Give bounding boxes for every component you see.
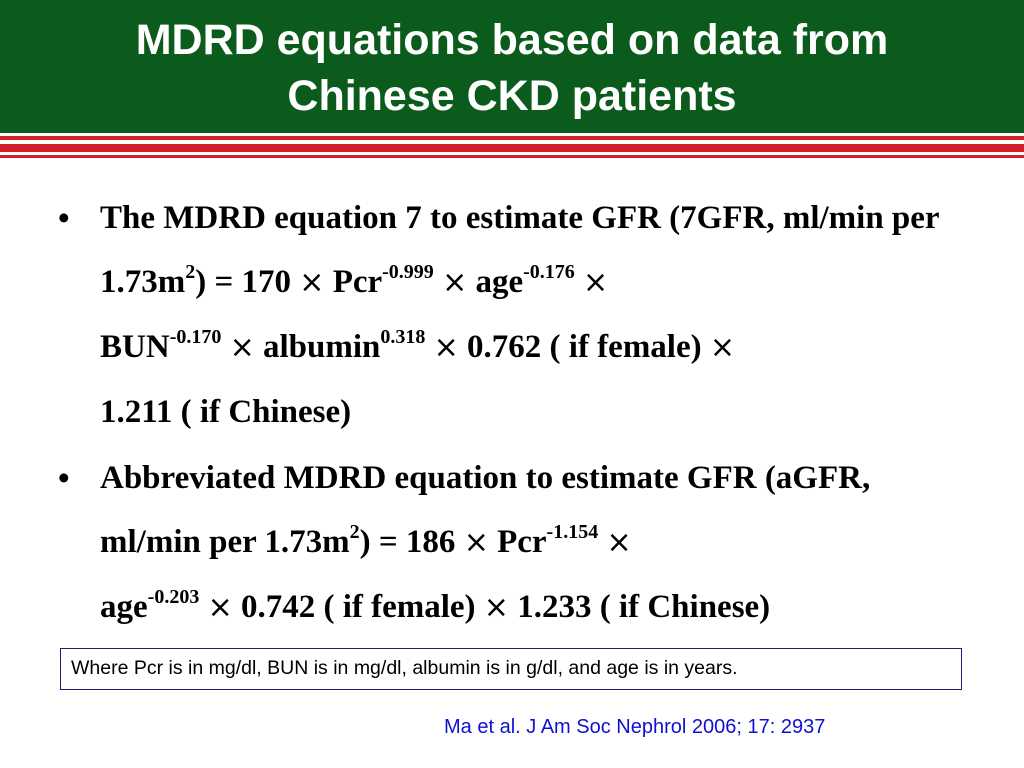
- equation-text: Pcr: [488, 524, 547, 560]
- bullet-icon: •: [58, 459, 70, 496]
- equation-text: 1.211 ( if Chinese): [100, 394, 352, 430]
- equation-text: ) = 186: [359, 524, 464, 560]
- multiply-icon: ×: [442, 265, 468, 300]
- equation-text: 0.762 ( if female): [458, 329, 710, 365]
- superscript: 2: [349, 521, 360, 543]
- equation-text: Pcr: [324, 264, 383, 300]
- slide-title: MDRD equations based on data from Chines…: [0, 12, 1024, 124]
- equation-text: age: [100, 589, 148, 625]
- units-note-box: Where Pcr is in mg/dl, BUN is in mg/dl, …: [60, 648, 962, 690]
- superscript: -1.154: [546, 521, 599, 543]
- slide-title-line-2: Chinese CKD patients: [287, 72, 737, 120]
- multiply-icon: ×: [606, 525, 632, 560]
- multiply-icon: ×: [463, 525, 489, 560]
- equation-text: BUN: [100, 329, 170, 365]
- bullet-mdrd-equation-7: • The MDRD equation 7 to estimate GFR (7…: [58, 186, 958, 444]
- equation-text: albumin: [254, 329, 381, 365]
- units-note: Where Pcr is in mg/dl, BUN is in mg/dl, …: [71, 657, 738, 679]
- citation: Ma et al. J Am Soc Nephrol 2006; 17: 293…: [444, 716, 826, 738]
- superscript: -0.203: [147, 586, 200, 608]
- equation-text: 0.742 ( if female): [232, 589, 484, 625]
- equation-text: ) = 170: [195, 264, 300, 300]
- red-divider-stripe-top: [0, 136, 1024, 140]
- equation-text: The MDRD equation 7 to estimate GFR (7GF…: [100, 200, 939, 300]
- title-bar: [0, 0, 1024, 133]
- superscript: -0.170: [169, 326, 222, 348]
- multiply-icon: ×: [583, 265, 609, 300]
- multiply-icon: ×: [433, 330, 459, 365]
- red-divider-stripe-middle: [0, 144, 1024, 152]
- multiply-icon: ×: [207, 590, 233, 625]
- equation-text: age: [467, 264, 524, 300]
- slide-title-line-1: MDRD equations based on data from: [135, 16, 889, 64]
- bullet-icon: •: [58, 199, 70, 236]
- multiply-icon: ×: [483, 590, 509, 625]
- superscript: 2: [185, 261, 196, 283]
- bullet-abbreviated-mdrd: • Abbreviated MDRD equation to estimate …: [58, 446, 958, 640]
- multiply-icon: ×: [299, 265, 325, 300]
- equation-text: Abbreviated MDRD equation to estimate GF…: [100, 460, 871, 560]
- bullet-list: • The MDRD equation 7 to estimate GFR (7…: [58, 186, 958, 642]
- multiply-icon: ×: [229, 330, 255, 365]
- multiply-icon: ×: [709, 330, 735, 365]
- equation-text: 1.233 ( if Chinese): [508, 589, 771, 625]
- superscript: 0.318: [380, 326, 426, 348]
- superscript: -0.176: [523, 261, 575, 283]
- red-divider-stripe-bottom: [0, 155, 1024, 158]
- superscript: -0.999: [382, 261, 434, 283]
